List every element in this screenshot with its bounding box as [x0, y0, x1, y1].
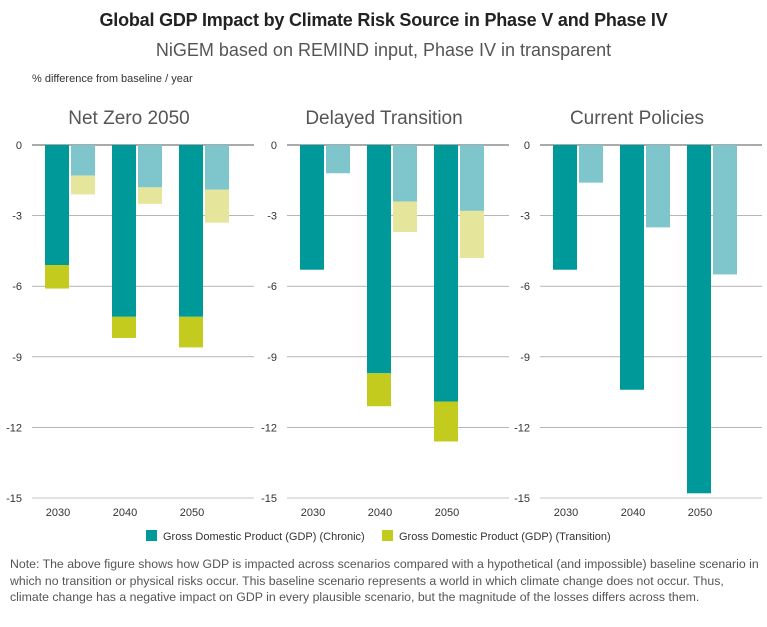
y-tick-label: -15	[6, 493, 22, 505]
x-tick-label: 2030	[46, 507, 70, 519]
bar-chronic-phase5	[112, 145, 136, 317]
x-tick-label: 2050	[688, 507, 712, 519]
y-tick-label: -15	[261, 493, 277, 505]
bar-transition-phase4	[205, 189, 229, 223]
bar-chronic-phase5	[553, 145, 577, 270]
chart-area: Net Zero 2050 0 -3 -6 -9 -12 -15 2030 2040 2050 De…	[6, 108, 762, 543]
bar-chronic-phase5	[367, 145, 391, 374]
x-tick-label: 2040	[621, 507, 645, 519]
bar-chronic-phase5	[687, 145, 711, 494]
bar-chronic-phase4	[646, 145, 670, 228]
bar-transition-phase4	[71, 175, 95, 195]
y-tick-label: -9	[12, 352, 22, 364]
bar-transition-phase5	[367, 373, 391, 407]
panel-title: Current Policies	[570, 108, 704, 129]
y-tick-label: -3	[520, 211, 530, 223]
legend-swatch	[146, 530, 157, 541]
x-tick-label: 2050	[180, 507, 204, 519]
chart-subtitle: NiGEM based on REMIND input, Phase IV in…	[155, 40, 612, 60]
bar-chronic-phase4	[460, 145, 484, 211]
bar-transition-phase4	[138, 187, 162, 204]
bar-chronic-phase4	[71, 145, 95, 176]
legend-label: Gross Domestic Product (GDP) (Chronic)	[163, 531, 365, 543]
bar-chronic-phase5	[620, 145, 644, 390]
legend-swatch	[382, 530, 393, 541]
y-tick-label: -9	[520, 352, 530, 364]
bar-chronic-phase4	[579, 145, 603, 183]
bar-transition-phase5	[112, 316, 136, 338]
bar-chronic-phase5	[45, 145, 69, 266]
bar-chronic-phase5	[434, 145, 458, 402]
y-tick-label: -6	[267, 281, 277, 293]
y-tick-label: -9	[267, 352, 277, 364]
x-tick-label: 2040	[368, 507, 392, 519]
bar-transition-phase4	[393, 201, 417, 233]
bar-chronic-phase4	[205, 145, 229, 190]
bar-chronic-phase4	[138, 145, 162, 188]
x-tick-label: 2050	[435, 507, 459, 519]
bar-transition-phase5	[434, 401, 458, 442]
bar-transition-phase5	[45, 265, 69, 289]
chart-title: Global GDP Impact by Climate Risk Source…	[99, 10, 668, 30]
x-tick-label: 2040	[113, 507, 137, 519]
bar-transition-phase5	[179, 316, 203, 348]
figure-note: Note: The above figure shows how GDP is …	[10, 557, 759, 604]
panel-title: Delayed Transition	[305, 108, 462, 129]
y-tick-label: -12	[261, 422, 277, 434]
y-axis-units: % difference from baseline / year	[32, 73, 193, 85]
bar-transition-phase4	[460, 210, 484, 258]
y-tick-label: 0	[524, 140, 530, 152]
bar-chronic-phase4	[713, 145, 737, 275]
bar-chronic-phase5	[179, 145, 203, 317]
bar-chronic-phase4	[393, 145, 417, 202]
bar-chronic-phase4	[326, 145, 350, 174]
y-tick-label: 0	[271, 140, 277, 152]
x-tick-label: 2030	[301, 507, 325, 519]
y-tick-label: -6	[12, 281, 22, 293]
legend-label: Gross Domestic Product (GDP) (Transition…	[399, 531, 611, 543]
panel-title: Net Zero 2050	[68, 108, 189, 129]
y-tick-label: -3	[267, 211, 277, 223]
bar-chronic-phase5	[300, 145, 324, 270]
y-tick-label: -12	[514, 422, 530, 434]
y-tick-label: -15	[514, 493, 530, 505]
y-tick-label: -3	[12, 211, 22, 223]
y-tick-label: -6	[520, 281, 530, 293]
y-tick-label: -12	[6, 422, 22, 434]
y-tick-label: 0	[16, 140, 22, 152]
x-tick-label: 2030	[554, 507, 578, 519]
